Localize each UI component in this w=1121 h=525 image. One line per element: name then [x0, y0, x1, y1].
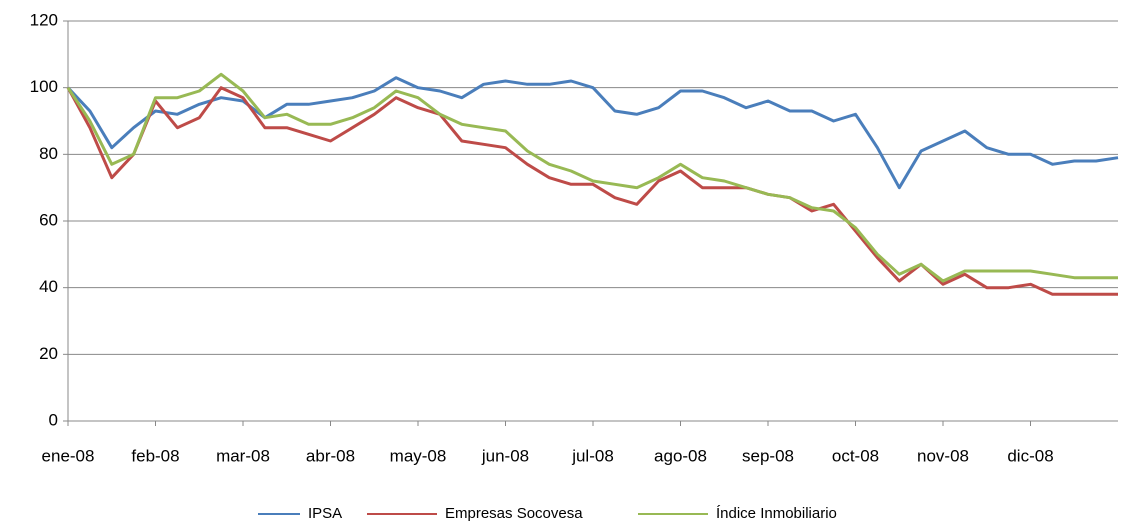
x-tick-label: may-08 — [390, 446, 447, 465]
x-tick-label: jul-08 — [571, 446, 614, 465]
x-tick-label: jun-08 — [481, 446, 529, 465]
x-tick-label: abr-08 — [306, 446, 355, 465]
y-tick-label: 20 — [39, 344, 58, 363]
legend-label: IPSA — [308, 505, 342, 522]
y-tick-label: 80 — [39, 144, 58, 163]
x-tick-label: sep-08 — [742, 446, 794, 465]
y-tick-label: 40 — [39, 277, 58, 296]
x-tick-label: dic-08 — [1007, 446, 1053, 465]
y-tick-label: 100 — [30, 77, 58, 96]
y-tick-label: 60 — [39, 210, 58, 229]
x-tick-label: feb-08 — [131, 446, 179, 465]
x-tick-label: ago-08 — [654, 446, 707, 465]
legend-label: Índice Inmobiliario — [716, 505, 837, 522]
x-tick-label: ene-08 — [42, 446, 95, 465]
series-line — [66, 76, 1119, 190]
series-line — [66, 86, 1118, 296]
legend-label: Empresas Socovesa — [445, 505, 583, 522]
x-tick-label: oct-08 — [832, 446, 879, 465]
x-tick-label: nov-08 — [917, 446, 969, 465]
y-tick-label: 0 — [49, 410, 58, 429]
x-tick-label: mar-08 — [216, 446, 270, 465]
legend: IPSA Empresas Socovesa Índice Inmobiliario — [258, 505, 837, 522]
y-tick-label: 120 — [30, 10, 58, 29]
series-line — [66, 72, 1118, 283]
